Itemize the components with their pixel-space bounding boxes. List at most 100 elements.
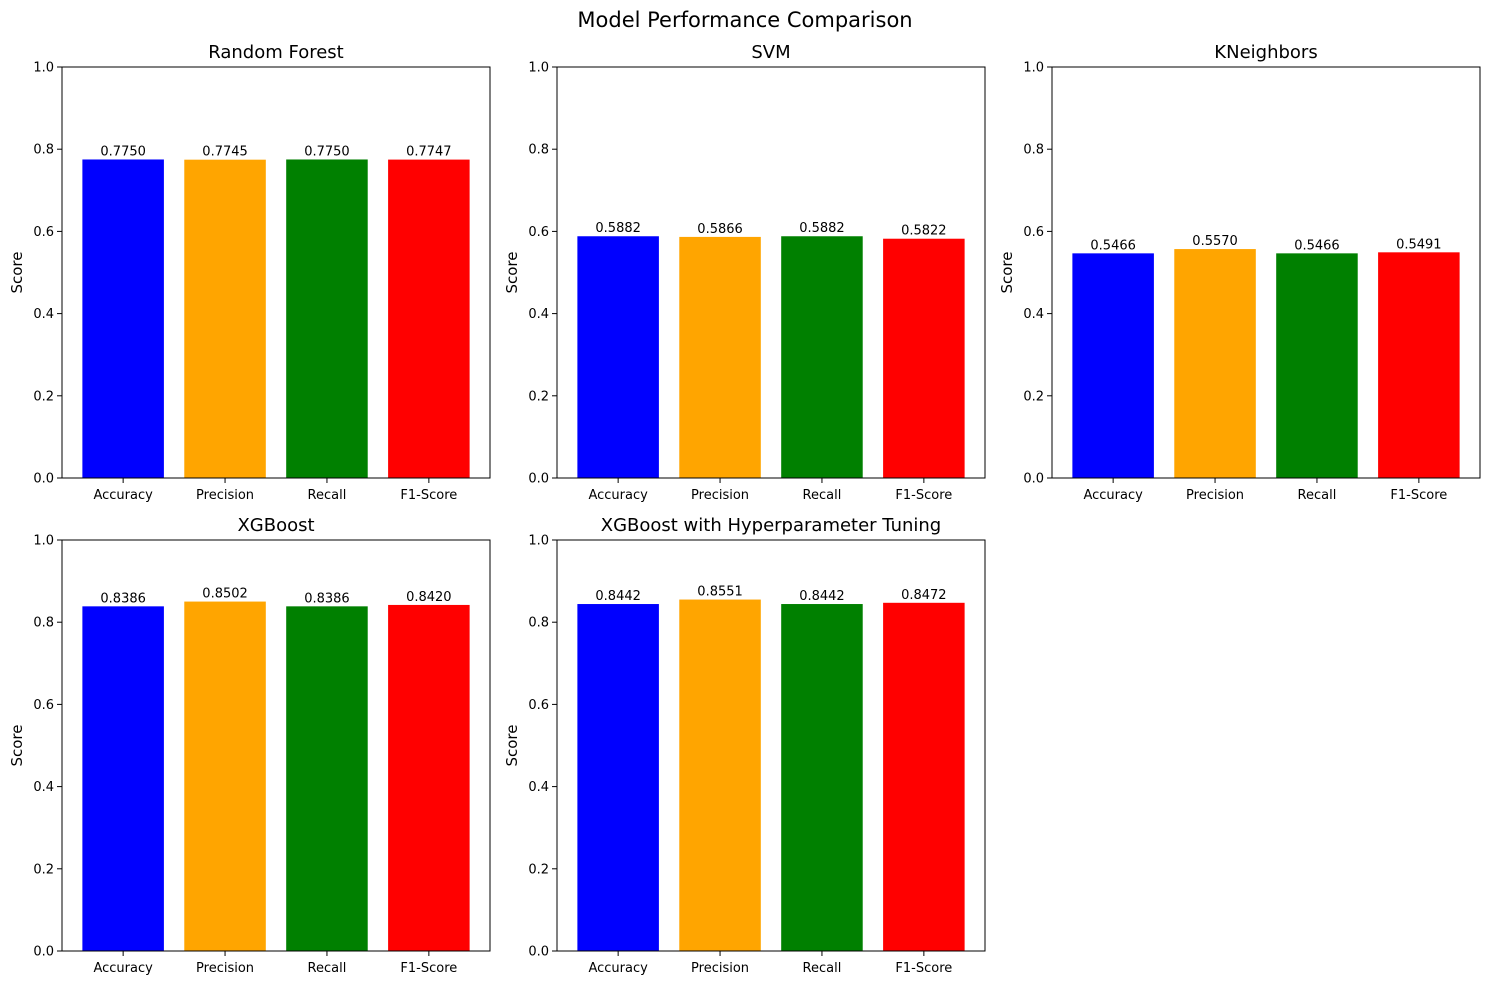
plot-frame [61,539,491,952]
x-tick-label: Recall [1298,488,1337,503]
bar-precision [184,159,266,479]
x-tick-label: Recall [803,961,842,976]
bar-value-label: 0.5882 [799,221,845,236]
x-tick-label: F1-Score [400,488,457,503]
y-tick-label: 0.8 [528,616,549,631]
subplot-title: SVM [751,42,790,63]
bar-value-label: 0.8442 [595,589,641,604]
y-tick-label: 0.6 [528,698,549,713]
bar-value-label: 0.5466 [1294,238,1340,253]
bar-accuracy [577,604,659,951]
bar-f1-score [883,602,965,951]
y-tick-label: 1.0 [528,61,549,76]
plot-frame [556,539,986,952]
x-tick-label: Accuracy [93,961,153,976]
subplot-title: KNeighbors [1214,42,1317,63]
bar-f1-score [388,159,470,478]
y-tick-label: 0.4 [528,780,549,795]
subplot-5: XGBoost with Hyperparameter Tuning Score 0… [503,515,986,976]
bar-value-label: 0.8502 [202,587,248,602]
bar-value-label: 0.7750 [100,144,146,159]
bar-value-label: 0.8420 [406,590,452,605]
y-tick-label: 0.4 [33,307,54,322]
bar-precision [679,236,761,478]
y-tick-label: 0.6 [33,225,54,240]
x-tick-label: Precision [691,961,749,976]
y-tick-label: 1.0 [33,61,54,76]
y-tick-label: 0.2 [528,389,549,404]
subplot-2: SVM Score 0.0 0.2 0.4 0.6 0.8 1.0 0.5882 Accuracy… [503,42,986,503]
x-tick-label: Precision [196,488,254,503]
x-tick-label: F1-Score [1390,488,1447,503]
bar-f1-score [1378,252,1460,478]
bar-value-label: 0.8551 [697,585,743,600]
y-tick-label: 0.8 [528,143,549,158]
subplot-4: XGBoost Score 0.0 0.2 0.4 0.6 0.8 1.0 0.8386 Accu… [8,515,491,976]
bar-accuracy [82,159,164,478]
y-tick-label: 0.8 [33,143,54,158]
y-tick-label: 0.0 [528,945,549,960]
bar-recall [286,159,368,478]
subplot-grid: Random Forest Score 0.0 0.2 0.4 0.6 0.8 1.0 0.77… [8,42,1481,976]
bar-f1-score [388,604,470,951]
y-tick-label: 0.4 [528,307,549,322]
y-tick-label: 1.0 [528,534,549,549]
bar-value-label: 0.8386 [100,591,146,606]
y-tick-label: 0.0 [528,472,549,487]
x-tick-label: F1-Score [895,488,952,503]
bar-value-label: 0.7747 [406,145,452,160]
y-axis-label: Score [8,724,26,766]
bar-recall [286,606,368,951]
bar-value-label: 0.5882 [595,221,641,236]
y-tick-label: 0.2 [33,389,54,404]
bar-precision [679,599,761,951]
bar-accuracy [82,606,164,951]
y-axis-label: Score [503,251,521,293]
y-tick-label: 0.0 [1023,472,1044,487]
bar-recall [781,236,863,478]
bar-value-label: 0.7745 [202,145,248,160]
x-tick-label: F1-Score [400,961,457,976]
bar-f1-score [883,238,965,478]
bar-precision [184,601,266,951]
y-tick-label: 0.6 [33,698,54,713]
plot-frame [61,66,491,479]
y-tick-label: 0.6 [1023,225,1044,240]
bar-value-label: 0.8386 [304,591,350,606]
bar-value-label: 0.5822 [901,224,947,239]
y-tick-label: 1.0 [1023,61,1044,76]
x-tick-label: Precision [196,961,254,976]
x-tick-label: Precision [691,488,749,503]
bar-recall [1276,253,1358,478]
x-tick-label: Accuracy [93,488,153,503]
subplot-title: XGBoost [237,515,314,536]
bar-value-label: 0.5466 [1090,238,1136,253]
bar-value-label: 0.8472 [901,588,947,603]
x-tick-label: Precision [1186,488,1244,503]
y-tick-label: 1.0 [33,534,54,549]
figure-title: Model Performance Comparison [577,8,912,32]
x-tick-label: Recall [308,488,347,503]
x-tick-label: Recall [308,961,347,976]
y-tick-label: 0.2 [1023,389,1044,404]
y-tick-label: 0.0 [33,472,54,487]
x-tick-label: Accuracy [588,488,648,503]
subplot-title: XGBoost with Hyperparameter Tuning [601,515,941,536]
y-axis-label: Score [998,251,1016,293]
y-tick-label: 0.4 [1023,307,1044,322]
subplot-title: Random Forest [208,42,343,63]
plot-frame [556,66,986,479]
y-tick-label: 0.6 [528,225,549,240]
plot-frame [1051,66,1481,479]
bar-value-label: 0.7750 [304,144,350,159]
y-tick-label: 0.8 [1023,143,1044,158]
bar-recall [781,604,863,951]
y-tick-label: 0.0 [33,945,54,960]
y-tick-label: 0.4 [33,780,54,795]
bar-value-label: 0.5491 [1396,237,1442,252]
x-tick-label: Recall [803,488,842,503]
bar-precision [1174,249,1256,478]
subplot-3: KNeighbors Score 0.0 0.2 0.4 0.6 0.8 1.0 0.5466 A… [998,42,1481,503]
x-tick-label: F1-Score [895,961,952,976]
